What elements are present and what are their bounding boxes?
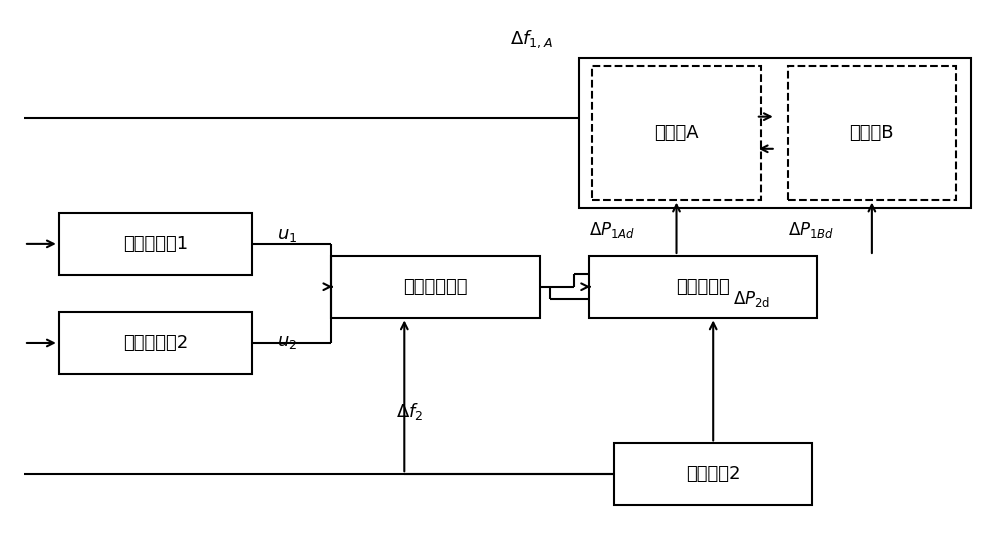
Text: $u_1$: $u_1$ xyxy=(277,226,297,244)
Bar xyxy=(788,66,956,200)
Text: $\Delta P_{1Bd}$: $\Delta P_{1Bd}$ xyxy=(788,220,834,240)
Bar xyxy=(59,213,252,275)
Bar xyxy=(614,443,812,505)
Text: $\Delta P_{\mathrm{2d}}$: $\Delta P_{\mathrm{2d}}$ xyxy=(733,289,770,309)
Bar xyxy=(592,66,761,200)
Bar xyxy=(579,58,971,208)
Bar xyxy=(589,256,817,318)
Text: 直流功率控制: 直流功率控制 xyxy=(403,278,468,296)
Text: 距离控制器: 距离控制器 xyxy=(676,278,730,296)
Text: $\Delta P_{1Ad}$: $\Delta P_{1Ad}$ xyxy=(589,220,635,240)
Text: 子系统A: 子系统A xyxy=(654,123,699,142)
Bar xyxy=(331,256,540,318)
Text: 子系统B: 子系统B xyxy=(850,123,894,142)
Text: $\Delta f_{1,A}$: $\Delta f_{1,A}$ xyxy=(510,28,553,50)
Text: $\Delta f_2$: $\Delta f_2$ xyxy=(396,401,423,422)
Text: 交流系统2: 交流系统2 xyxy=(686,465,740,483)
Text: $u_2$: $u_2$ xyxy=(277,332,297,351)
Text: 主动控制器1: 主动控制器1 xyxy=(123,235,188,253)
Bar xyxy=(59,312,252,374)
Text: 主动控制器2: 主动控制器2 xyxy=(123,334,188,352)
